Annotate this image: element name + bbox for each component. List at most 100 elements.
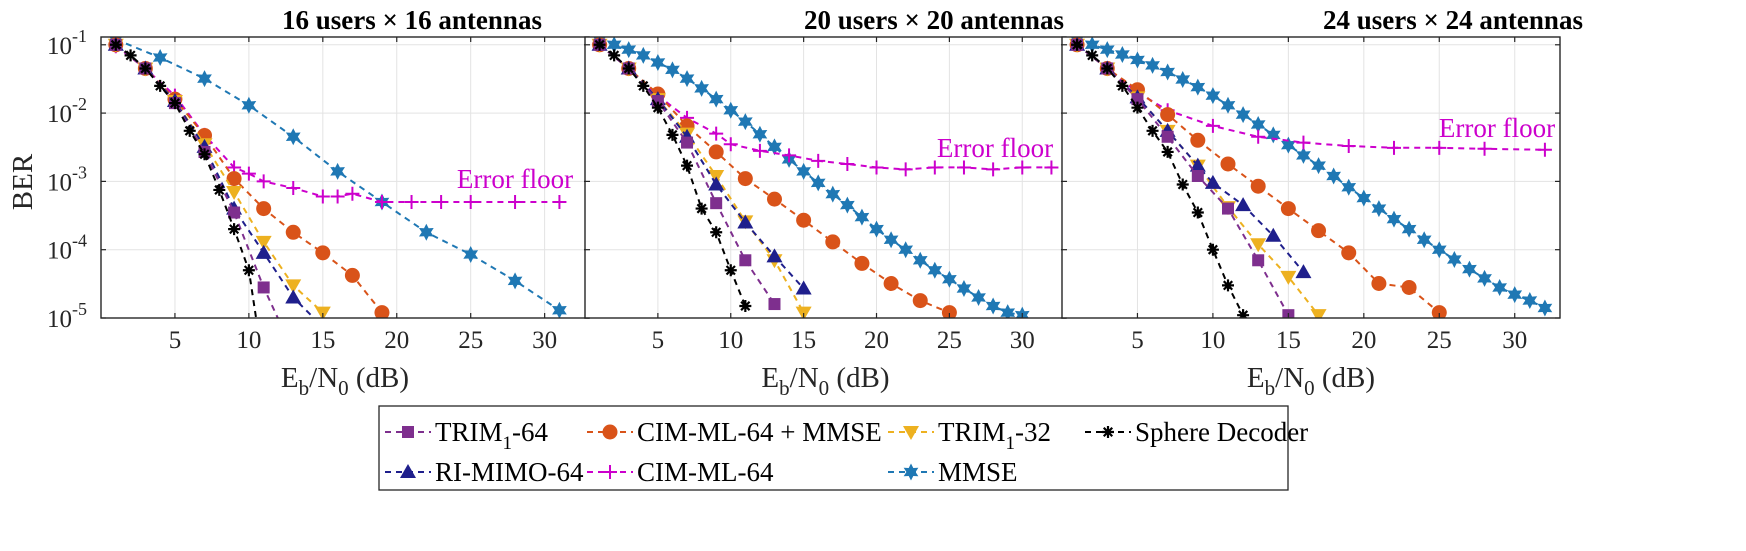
x-tick-label: 25 bbox=[1427, 327, 1452, 354]
point-cimmmse bbox=[1250, 178, 1266, 194]
point-sphere bbox=[1237, 309, 1250, 318]
point-mmse bbox=[927, 261, 943, 279]
point-mmse bbox=[679, 70, 695, 88]
point-mmse bbox=[1265, 126, 1281, 144]
point-mmse bbox=[152, 49, 168, 67]
point-sphere bbox=[681, 159, 694, 172]
point-mmse bbox=[1160, 63, 1175, 81]
point-trim32 bbox=[1280, 270, 1297, 285]
legend-item-trim64: TRIM1-64 bbox=[385, 417, 548, 454]
point-mmse bbox=[694, 79, 709, 97]
point-cimmmse bbox=[256, 201, 272, 217]
point-rimimo bbox=[1204, 174, 1221, 189]
point-rimimo bbox=[1235, 197, 1252, 212]
point-cimml bbox=[404, 194, 419, 209]
point-mmse bbox=[507, 272, 523, 290]
point-cimmmse bbox=[1311, 223, 1327, 239]
point-mmse bbox=[650, 54, 666, 72]
point-trim64 bbox=[1191, 169, 1204, 182]
point-mmse bbox=[825, 185, 841, 203]
point-cimml bbox=[869, 160, 884, 175]
point-mmse bbox=[1386, 210, 1402, 228]
point-cimmmse bbox=[1190, 132, 1206, 148]
point-trim32 bbox=[255, 235, 272, 250]
point-mmse bbox=[1356, 189, 1372, 207]
legend-marker-mmse bbox=[903, 463, 919, 481]
point-cimmmse bbox=[1431, 305, 1447, 318]
point-cimml bbox=[1432, 140, 1447, 155]
point-cimmmse bbox=[1160, 107, 1176, 123]
point-trim32 bbox=[226, 185, 243, 200]
legend-label: MMSE bbox=[938, 457, 1018, 487]
point-rimimo bbox=[1265, 227, 1282, 242]
point-cimml bbox=[241, 166, 256, 181]
point-mmse bbox=[737, 113, 753, 131]
point-mmse bbox=[1250, 116, 1266, 134]
point-sphere bbox=[183, 124, 196, 137]
point-rimimo bbox=[795, 280, 812, 295]
point-mmse bbox=[1235, 106, 1251, 124]
legend-label: TRIM1-32 bbox=[938, 417, 1051, 454]
point-cimmmse bbox=[1220, 156, 1236, 172]
point-cimmmse bbox=[285, 224, 301, 240]
point-sphere bbox=[1131, 101, 1144, 114]
point-rimimo bbox=[737, 214, 754, 229]
x-tick-label: 30 bbox=[532, 327, 557, 354]
legend-marker-cimmmse bbox=[602, 424, 618, 440]
point-mmse bbox=[1296, 146, 1311, 164]
point-cimmmse bbox=[226, 171, 242, 187]
point-sphere bbox=[1116, 79, 1129, 92]
x-tick-label: 30 bbox=[1502, 327, 1527, 354]
point-trim32 bbox=[1250, 238, 1267, 253]
point-rimimo bbox=[285, 289, 302, 304]
axes-frame bbox=[1061, 36, 1561, 319]
point-mmse bbox=[1000, 304, 1016, 318]
point-cimmmse bbox=[1371, 275, 1387, 291]
point-trim64 bbox=[681, 136, 694, 149]
series-layer bbox=[107, 37, 567, 318]
point-mmse bbox=[621, 41, 637, 59]
point-sphere bbox=[1206, 243, 1219, 256]
error-floor-annotation: Error floor bbox=[1439, 113, 1555, 143]
point-cimml bbox=[840, 156, 855, 171]
series-layer bbox=[1069, 37, 1553, 318]
legend-label: Sphere Decoder bbox=[1135, 417, 1308, 447]
point-cimmmse bbox=[1341, 245, 1357, 261]
point-sphere bbox=[637, 79, 650, 92]
point-mmse bbox=[1522, 292, 1538, 310]
point-rimimo bbox=[708, 176, 725, 191]
point-cimml bbox=[986, 162, 1001, 177]
point-cimml bbox=[1251, 129, 1266, 144]
point-cimmmse bbox=[1280, 201, 1296, 217]
point-mmse bbox=[1371, 200, 1387, 218]
point-mmse bbox=[840, 196, 855, 214]
point-sphere bbox=[710, 226, 723, 239]
legend-item-rimimo: RI-MIMO-64 bbox=[385, 457, 584, 487]
legend-item-trim32: TRIM1-32 bbox=[888, 417, 1051, 454]
legend-label: RI-MIMO-64 bbox=[435, 457, 584, 487]
point-cimml bbox=[374, 194, 389, 209]
point-sphere bbox=[651, 101, 664, 114]
point-cimml bbox=[1537, 142, 1552, 157]
point-trim64 bbox=[1222, 202, 1234, 215]
x-tick-label: 25 bbox=[937, 327, 962, 354]
point-cimml bbox=[508, 194, 523, 209]
point-sphere bbox=[695, 202, 708, 215]
point-mmse bbox=[1507, 286, 1523, 304]
plot-area bbox=[1062, 37, 1560, 318]
point-mmse bbox=[883, 231, 899, 249]
y-tick-label: 10-3 bbox=[47, 162, 87, 196]
x-axis-label: Eb/N0 (dB) bbox=[761, 362, 889, 400]
point-sphere bbox=[154, 79, 167, 92]
point-sphere bbox=[139, 62, 152, 75]
point-sphere bbox=[666, 128, 679, 141]
error-floor-annotation: Error floor bbox=[457, 164, 573, 194]
point-mmse bbox=[810, 174, 826, 192]
point-cimml bbox=[330, 189, 345, 204]
point-cimml bbox=[1296, 135, 1311, 150]
point-cimmmse bbox=[912, 293, 928, 309]
legend-box bbox=[378, 405, 1289, 491]
point-sphere bbox=[1161, 145, 1174, 158]
legend-item-sphere: Sphere Decoder bbox=[1085, 417, 1308, 447]
point-cimml bbox=[927, 160, 942, 175]
